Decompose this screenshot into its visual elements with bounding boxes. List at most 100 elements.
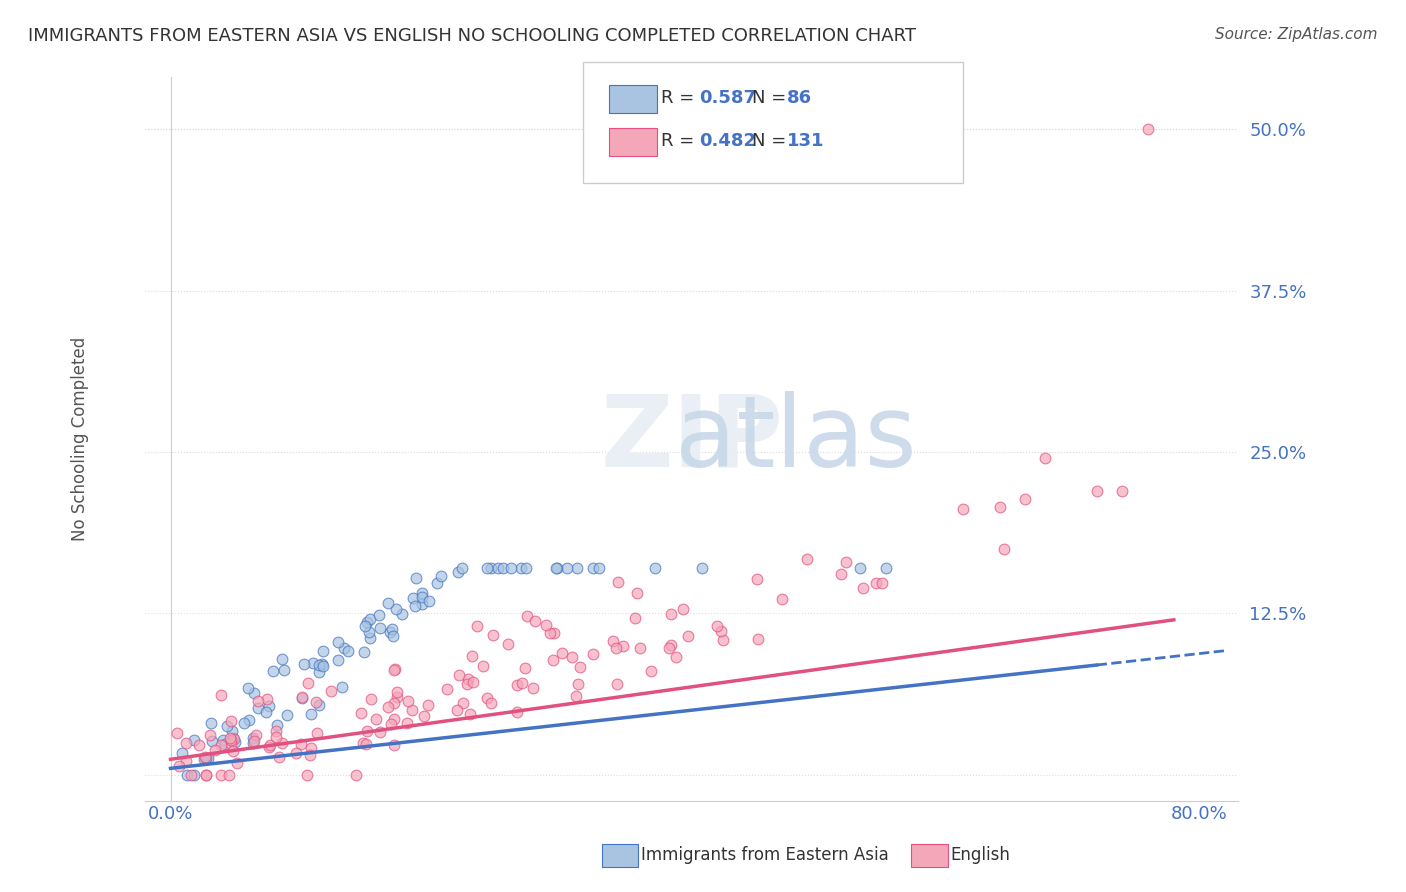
Point xyxy=(290,737,312,751)
Point xyxy=(706,619,728,633)
Point xyxy=(606,574,628,589)
Point xyxy=(382,696,405,710)
Point xyxy=(565,561,588,575)
Point xyxy=(166,725,188,739)
Point xyxy=(270,736,292,750)
Point xyxy=(359,612,381,626)
Point xyxy=(357,624,380,639)
Text: atlas: atlas xyxy=(675,391,917,488)
Point xyxy=(456,677,478,691)
Point xyxy=(328,653,350,667)
Point xyxy=(312,659,335,673)
Point xyxy=(449,667,471,681)
Point xyxy=(222,731,245,745)
Point xyxy=(226,756,249,771)
Point xyxy=(588,561,610,575)
Point xyxy=(187,739,209,753)
Point xyxy=(506,678,529,692)
Point xyxy=(405,571,427,585)
Point xyxy=(544,561,567,575)
Point xyxy=(481,696,503,710)
Point xyxy=(472,658,495,673)
Point xyxy=(174,754,197,768)
Point xyxy=(285,746,308,760)
Point xyxy=(475,561,498,575)
Point xyxy=(429,569,451,583)
Point xyxy=(461,675,484,690)
Point xyxy=(602,634,624,648)
Point xyxy=(952,502,974,516)
Text: Immigrants from Eastern Asia: Immigrants from Eastern Asia xyxy=(641,846,889,863)
Point xyxy=(242,736,264,750)
Point xyxy=(447,565,470,579)
Point xyxy=(404,599,426,614)
Point xyxy=(561,650,583,665)
Point xyxy=(370,724,392,739)
Point xyxy=(482,628,505,642)
Point xyxy=(659,607,682,621)
Y-axis label: No Schooling Completed: No Schooling Completed xyxy=(72,337,89,541)
Point xyxy=(308,665,330,679)
Point xyxy=(291,690,314,704)
Point xyxy=(219,714,242,728)
Point xyxy=(378,625,401,640)
Text: English: English xyxy=(950,846,1011,863)
Point xyxy=(238,714,260,728)
Point xyxy=(644,561,666,575)
Text: ZIP: ZIP xyxy=(600,391,783,488)
Point xyxy=(513,661,536,675)
Point xyxy=(172,747,194,761)
Point xyxy=(658,640,681,655)
Point xyxy=(391,607,413,621)
Point xyxy=(193,751,215,765)
Point xyxy=(628,640,651,655)
Point xyxy=(993,542,1015,557)
Point xyxy=(385,685,408,699)
Point xyxy=(359,632,381,646)
Text: 131: 131 xyxy=(787,132,825,150)
Point xyxy=(183,732,205,747)
Point xyxy=(299,706,322,721)
Point xyxy=(830,567,852,582)
Point xyxy=(606,677,628,691)
Point xyxy=(247,694,270,708)
Point xyxy=(640,664,662,678)
Point xyxy=(672,602,695,616)
Point xyxy=(612,639,634,653)
Point xyxy=(246,701,269,715)
Text: IMMIGRANTS FROM EASTERN ASIA VS ENGLISH NO SCHOOLING COMPLETED CORRELATION CHART: IMMIGRANTS FROM EASTERN ASIA VS ENGLISH … xyxy=(28,27,917,45)
Point xyxy=(506,705,529,719)
Point xyxy=(328,635,350,649)
Point xyxy=(401,703,423,717)
Point xyxy=(457,672,479,686)
Point xyxy=(522,681,544,696)
Point xyxy=(676,629,699,643)
Point xyxy=(183,768,205,782)
Point xyxy=(356,615,378,629)
Point xyxy=(865,576,887,591)
Point xyxy=(412,709,434,723)
Point xyxy=(366,713,388,727)
Point xyxy=(569,660,592,674)
Point xyxy=(194,751,217,765)
Point xyxy=(266,718,288,732)
Point xyxy=(479,561,502,575)
Point xyxy=(262,664,284,678)
Point xyxy=(396,693,419,707)
Point xyxy=(458,707,481,722)
Point xyxy=(1085,483,1108,498)
Point xyxy=(292,657,315,672)
Point xyxy=(418,593,440,607)
Point xyxy=(332,680,354,694)
Point xyxy=(209,768,232,782)
Point xyxy=(555,561,578,575)
Text: R =: R = xyxy=(661,89,700,107)
Point xyxy=(835,555,858,569)
Point xyxy=(267,750,290,764)
Point xyxy=(257,740,280,755)
Point xyxy=(988,500,1011,514)
Point xyxy=(356,723,378,738)
Text: N =: N = xyxy=(752,132,792,150)
Point xyxy=(416,698,439,712)
Point xyxy=(360,692,382,706)
